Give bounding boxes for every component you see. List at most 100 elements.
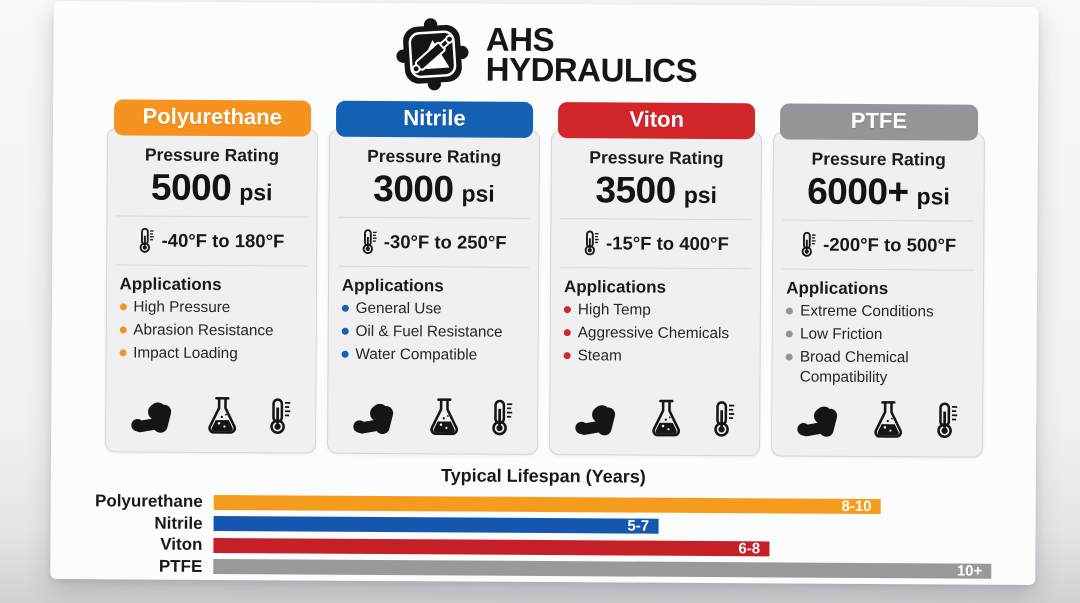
application-text: Abrasion Resistance bbox=[133, 321, 274, 340]
pressure-rating-label: Pressure Rating bbox=[144, 144, 280, 166]
application-text: Impact Loading bbox=[133, 344, 238, 362]
application-item: Aggressive Chemicals bbox=[563, 323, 754, 344]
temperature-range: -15°F to 400°F bbox=[605, 231, 729, 254]
temperature-range-row: -15°F to 400°F bbox=[551, 219, 761, 268]
chart-bar-track: 6-8 bbox=[213, 537, 991, 558]
bullet-dot bbox=[563, 306, 571, 314]
material-name-header: Polyurethane bbox=[113, 99, 311, 137]
material-name: Nitrile bbox=[403, 105, 466, 131]
applications-label: Applications bbox=[341, 275, 444, 296]
chart-category-label: PTFE bbox=[158, 556, 203, 576]
applications-label: Applications bbox=[119, 274, 222, 295]
application-item: High Temp bbox=[563, 300, 754, 321]
pressure-rating-label: Pressure Rating bbox=[589, 147, 724, 169]
material-card-body: Pressure Rating 3500 psi -15°F to 400°F … bbox=[549, 130, 763, 456]
chart-bar: 5-7 bbox=[213, 516, 659, 535]
chart-rows: Polyurethane 8-10 Nitrile 5-7 Viton 6-8 PTFE 10… bbox=[50, 490, 1036, 582]
application-text: Extreme Conditions bbox=[800, 302, 934, 321]
chart-bar: 8-10 bbox=[213, 494, 881, 515]
bullet-dot bbox=[563, 351, 571, 359]
applications-label: Applications bbox=[563, 277, 667, 297]
application-text: Aggressive Chemicals bbox=[577, 324, 730, 343]
application-text: Low Friction bbox=[799, 325, 883, 343]
pressure-rating-value: 6000+ psi bbox=[774, 170, 984, 213]
application-item: General Use bbox=[341, 299, 532, 320]
feature-icons-row bbox=[328, 387, 538, 453]
temperature-range-row: -200°F to 500°F bbox=[773, 220, 983, 269]
chart-bar-track: 8-10 bbox=[213, 494, 992, 515]
feature-icons-row bbox=[550, 389, 760, 455]
chart-bar-value-label: 10+ bbox=[956, 562, 983, 580]
feature-icons-row bbox=[772, 390, 982, 456]
application-text: General Use bbox=[355, 299, 442, 318]
divider bbox=[782, 268, 974, 271]
chart-bar-value-label: 5-7 bbox=[627, 517, 650, 535]
muscle-strength-icon bbox=[130, 402, 171, 433]
application-item: Extreme Conditions bbox=[786, 301, 976, 322]
pressure-unit: psi bbox=[916, 183, 950, 210]
pressure-rating-value: 3000 psi bbox=[329, 168, 539, 211]
bullet-dot bbox=[341, 350, 349, 358]
material-name: Viton bbox=[629, 106, 685, 132]
temperature-range: -30°F to 250°F bbox=[383, 230, 507, 253]
application-text: Steam bbox=[577, 346, 622, 365]
muscle-strength-icon bbox=[797, 406, 838, 437]
applications-list: General Use Oil & Fuel Resistance Water Co… bbox=[328, 299, 538, 369]
chart-category-label: Nitrile bbox=[154, 513, 203, 533]
divider bbox=[560, 267, 752, 270]
bullet-dot bbox=[786, 307, 794, 315]
material-name: PTFE bbox=[850, 107, 908, 134]
bullet-dot bbox=[563, 328, 571, 337]
bullet-dot bbox=[785, 353, 793, 361]
pressure-unit: psi bbox=[239, 179, 273, 206]
material-card: Viton Pressure Rating 3500 psi -15°F to … bbox=[549, 102, 763, 456]
application-text: Broad Chemical Compatibility bbox=[799, 348, 909, 386]
chart-bar-track: 5-7 bbox=[213, 516, 992, 536]
bullet-dot bbox=[341, 304, 349, 312]
material-name-header: PTFE bbox=[780, 103, 978, 141]
lifespan-chart: Typical Lifespan (Years) Polyurethane 8-1… bbox=[50, 462, 1036, 582]
infographic-card: AHS HYDRAULICS Polyurethane Pressure Rat… bbox=[50, 0, 1039, 586]
applications-list: High Pressure Abrasion Resistance Impact L… bbox=[106, 297, 316, 367]
material-name: Polyurethane bbox=[142, 103, 282, 130]
chart-bar-value-label: 8-10 bbox=[841, 497, 872, 515]
application-text: Water Compatible bbox=[355, 345, 478, 364]
divider bbox=[337, 265, 530, 268]
bullet-dot bbox=[119, 349, 127, 357]
application-item: Impact Loading bbox=[119, 343, 309, 364]
muscle-strength-icon bbox=[353, 403, 393, 434]
pressure-value: 5000 bbox=[150, 166, 232, 209]
brand-name: AHS HYDRAULICS bbox=[486, 20, 698, 89]
application-item: Water Compatible bbox=[341, 345, 531, 366]
pressure-rating-label: Pressure Rating bbox=[811, 148, 946, 170]
chemical-flask-icon bbox=[652, 399, 681, 436]
material-card-body: Pressure Rating 5000 psi -40°F to 180°F … bbox=[104, 127, 318, 454]
material-card: PTFE Pressure Rating 6000+ psi -200°F to… bbox=[771, 103, 985, 458]
pressure-unit: psi bbox=[461, 180, 495, 207]
chemical-flask-icon bbox=[874, 400, 903, 438]
chart-bar: 10+ bbox=[213, 559, 992, 580]
pressure-unit: psi bbox=[683, 181, 718, 209]
chart-bar-value-label: 6-8 bbox=[738, 539, 761, 558]
thermometer-icon bbox=[362, 229, 377, 255]
material-card-body: Pressure Rating 3000 psi -30°F to 250°F … bbox=[326, 128, 540, 455]
application-item: Abrasion Resistance bbox=[119, 320, 309, 341]
applications-list: High Temp Aggressive Chemicals Steam bbox=[551, 300, 761, 370]
chemical-flask-icon bbox=[430, 397, 458, 435]
material-name-header: Nitrile bbox=[335, 100, 534, 138]
applications-list: Extreme Conditions Low Friction Broad Chem… bbox=[773, 301, 983, 391]
ahs-hydraulics-logo-icon bbox=[396, 18, 469, 91]
divider bbox=[115, 264, 307, 267]
thermometer-icon bbox=[801, 231, 816, 257]
thermometer-icon bbox=[270, 397, 291, 434]
chart-category-label: Viton bbox=[160, 534, 203, 555]
chemical-flask-icon bbox=[207, 396, 236, 434]
feature-icons-row bbox=[106, 386, 316, 452]
thermometer-icon bbox=[936, 401, 957, 438]
applications-label: Applications bbox=[786, 278, 889, 299]
material-name-header: Viton bbox=[557, 102, 756, 140]
application-text: High Temp bbox=[577, 301, 651, 319]
application-text: Oil & Fuel Resistance bbox=[355, 322, 503, 341]
chart-category-label: Polyurethane bbox=[94, 491, 203, 512]
chart-row: PTFE 10+ bbox=[50, 555, 1035, 583]
